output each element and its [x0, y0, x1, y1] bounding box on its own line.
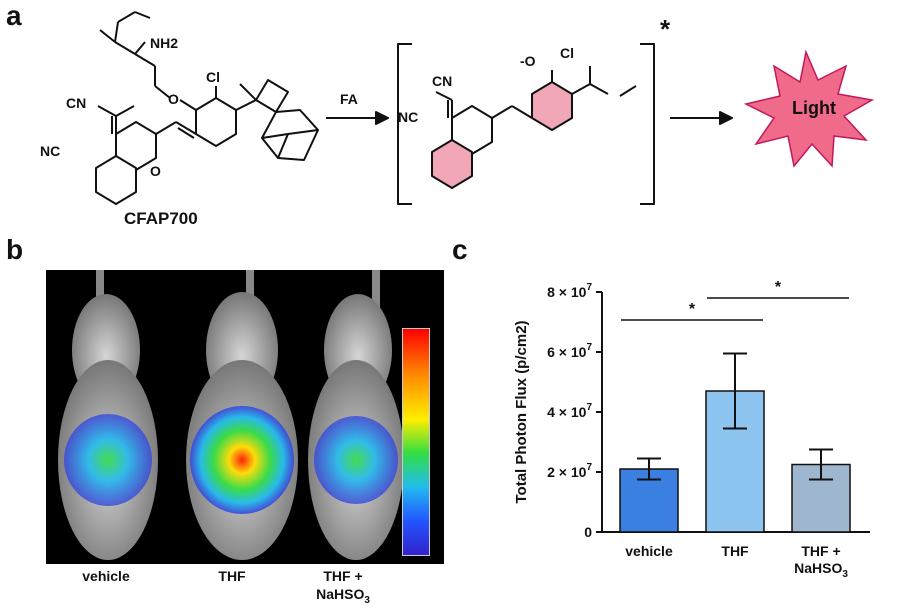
significance-mark: *: [775, 279, 782, 296]
panel-letter-b: b: [6, 234, 24, 265]
y-tick-label: 2 × 107: [547, 462, 592, 480]
mouse-thf: [186, 292, 298, 560]
mouse-vehicle: [58, 294, 158, 560]
mouse-label-vehicle: vehicle: [82, 568, 130, 584]
x-tick-label: NaHSO3: [794, 560, 848, 580]
atom-nh2-label: NH2: [150, 35, 178, 51]
chromene-benzo-ring: [95, 155, 137, 205]
x-tick-label: THF: [721, 543, 749, 559]
x-tick-label: vehicle: [625, 543, 673, 559]
atom-o-label: O: [168, 91, 179, 107]
atom-cn-label: CN: [66, 95, 86, 111]
mice-image: [58, 270, 404, 560]
significance-mark: *: [689, 301, 696, 318]
colorbar: [402, 328, 430, 556]
nahso3-text: NaHSO: [316, 586, 365, 602]
panel-letter-c: c: [452, 234, 468, 265]
mouse-label-thf-plus: THF +: [323, 568, 363, 584]
light-label: Light: [792, 98, 836, 118]
reaction-scheme: NH2 Cl O O CN NC CN NC -O Cl CFAP700 FA …: [40, 11, 875, 228]
mouse-label-nahso3: NaHSO3: [316, 586, 370, 606]
atom-o-ring-label: O: [150, 163, 161, 179]
imaging-panel: [46, 270, 444, 564]
x-tick-label: THF +: [801, 543, 840, 559]
atom-cl-label: Cl: [206, 69, 220, 85]
phenyl-ring: [195, 97, 237, 147]
reagent-label: FA: [340, 91, 358, 107]
compound-name: CFAP700: [124, 209, 198, 228]
y-tick-label: 4 × 107: [547, 402, 592, 420]
light-burst: [743, 49, 875, 168]
mouse-thf-nahso3: [308, 294, 404, 560]
atom-nc-label: NC: [40, 143, 60, 159]
y-tick-label: 0: [584, 524, 592, 540]
y-axis-label: Total Photon Flux (p/cm2): [513, 320, 530, 503]
y-tick-label: 8 × 107: [547, 282, 592, 300]
mouse-label-thf: THF: [218, 568, 246, 584]
excited-state-mark: *: [660, 14, 671, 44]
panel-letter-a: a: [6, 0, 22, 31]
product-cn-label: CN: [432, 73, 452, 89]
y-tick-label: 6 × 107: [547, 342, 592, 360]
product-cl-label: Cl: [560, 45, 574, 61]
bar-chart: 0 2 × 107 4 × 107 6 × 107 8 × 107 Total Photo…: [513, 279, 870, 580]
product-o-minus-label: -O: [520, 53, 536, 69]
product-nc-label: NC: [398, 109, 418, 125]
